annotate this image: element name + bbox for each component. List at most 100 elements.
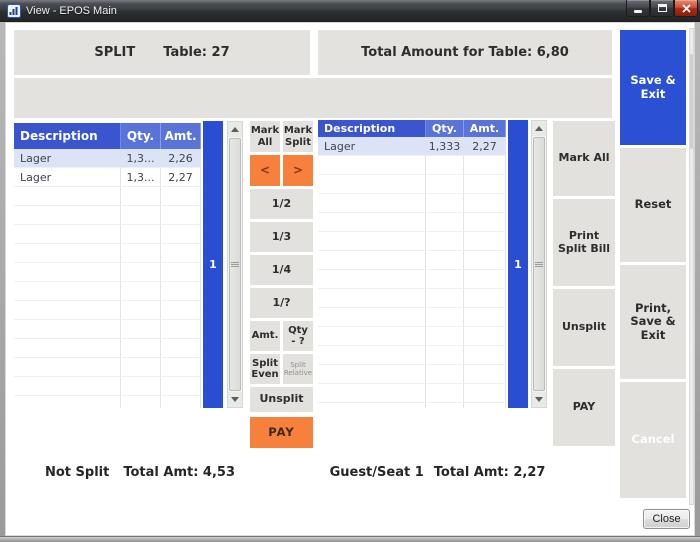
table-cell xyxy=(121,339,161,357)
right-table-body: Lager 1,333 2,27 xyxy=(318,137,506,408)
table-cell xyxy=(14,187,121,205)
scroll-up-icon[interactable] xyxy=(532,121,546,136)
scroll-down-icon[interactable] xyxy=(532,392,546,407)
table-row[interactable]: Lager 1,3... 2,26 xyxy=(14,149,201,168)
minimize-button[interactable] xyxy=(626,0,650,17)
table-row-empty xyxy=(14,358,201,377)
split-quarter-button[interactable]: 1/4 xyxy=(250,255,313,285)
column-header-description[interactable]: Description xyxy=(318,120,426,137)
table-row-empty xyxy=(318,308,506,327)
table-cell xyxy=(318,289,426,307)
mark-all-split-button[interactable]: Mark All xyxy=(250,121,280,152)
left-page-indicator: 1 xyxy=(209,258,217,271)
table-cell xyxy=(161,244,201,262)
table-cell: 1,3... xyxy=(121,168,161,186)
scroll-down-icon[interactable] xyxy=(228,392,242,407)
split-qty-button[interactable]: Qty - ? xyxy=(283,321,313,351)
table-row-empty xyxy=(318,327,506,346)
table-cell xyxy=(14,282,121,300)
left-table-body: Lager 1,3... 2,26 Lager 1,3... 2,27 xyxy=(14,149,201,408)
split-relative-button[interactable]: Split Relative xyxy=(283,354,313,384)
table-row-empty xyxy=(318,270,506,289)
table-cell: 2,27 xyxy=(161,168,201,186)
table-cell: 2,27 xyxy=(464,137,506,155)
print-split-bill-button[interactable]: Print Split Bill xyxy=(553,199,615,286)
split-amount-button[interactable]: Amt. xyxy=(250,321,280,351)
table-row-empty xyxy=(318,403,506,408)
reset-button[interactable]: Reset xyxy=(620,148,686,262)
close-window-button[interactable] xyxy=(674,0,698,17)
table-row-empty xyxy=(14,244,201,263)
table-cell xyxy=(426,327,464,345)
right-page-strip[interactable]: 1 xyxy=(508,120,528,408)
minimize-icon xyxy=(634,10,642,13)
table-cell xyxy=(14,244,121,262)
column-header-amt[interactable]: Amt. xyxy=(464,120,506,137)
table-cell xyxy=(426,289,464,307)
table-row-empty xyxy=(14,339,201,358)
right-scrollbar[interactable] xyxy=(531,120,547,408)
table-row-empty xyxy=(318,232,506,251)
mark-all-guest-button[interactable]: Mark All xyxy=(553,121,615,196)
left-scrollbar[interactable] xyxy=(227,121,243,408)
table-cell: Lager xyxy=(318,137,426,155)
table-row[interactable]: Lager 1,333 2,27 xyxy=(318,137,506,156)
table-row[interactable]: Lager 1,3... 2,27 xyxy=(14,168,201,187)
split-even-button[interactable]: Split Even xyxy=(250,354,280,384)
table-row-empty xyxy=(318,384,506,403)
table-cell xyxy=(161,320,201,338)
left-table[interactable]: Description Qty. Amt. Lager 1,3... 2,26 Lager… xyxy=(14,123,201,408)
table-row-empty xyxy=(14,263,201,282)
table-cell xyxy=(464,194,506,212)
table-cell xyxy=(464,175,506,193)
table-cell xyxy=(318,403,426,408)
table-cell xyxy=(121,263,161,281)
column-header-amt[interactable]: Amt. xyxy=(161,123,201,149)
split-third-button[interactable]: 1/3 xyxy=(250,222,313,252)
column-header-qty[interactable]: Qty. xyxy=(426,120,464,137)
table-cell xyxy=(161,301,201,319)
right-scrollbar-thumb[interactable] xyxy=(533,137,545,391)
table-cell xyxy=(14,263,121,281)
table-cell xyxy=(14,396,121,408)
pay-guest-button[interactable]: PAY xyxy=(553,369,615,446)
table-cell xyxy=(121,244,161,262)
table-cell xyxy=(318,365,426,383)
table-cell xyxy=(318,327,426,345)
guest-seat-amount: Total Amt: 2,27 xyxy=(433,464,546,480)
table-cell xyxy=(14,377,121,395)
total-amount-panel: Total Amount for Table: 6,80 xyxy=(318,30,612,75)
mark-split-button[interactable]: Mark Split xyxy=(283,121,313,152)
table-cell xyxy=(464,403,506,408)
right-table-header: Description Qty. Amt. xyxy=(318,120,506,137)
maximize-icon xyxy=(657,4,667,12)
save-exit-button[interactable]: Save & Exit xyxy=(620,30,686,145)
maximize-button[interactable] xyxy=(650,0,674,17)
table-row-empty xyxy=(14,377,201,396)
table-cell xyxy=(464,213,506,231)
column-header-qty[interactable]: Qty. xyxy=(121,123,161,149)
cancel-button[interactable]: Cancel xyxy=(620,382,686,498)
left-scrollbar-thumb[interactable] xyxy=(229,138,241,391)
table-cell xyxy=(161,225,201,243)
unsplit-guest-button[interactable]: Unsplit xyxy=(553,289,615,366)
move-left-button[interactable]: < xyxy=(250,155,280,186)
window-scrollbar-thumb[interactable] xyxy=(690,54,693,149)
close-button[interactable]: Close xyxy=(643,509,690,529)
scroll-up-icon[interactable] xyxy=(228,122,242,137)
table-cell xyxy=(318,194,426,212)
window-scrollbar[interactable] xyxy=(689,28,694,505)
left-page-strip[interactable]: 1 xyxy=(203,121,223,408)
print-save-exit-button[interactable]: Print, Save & Exit xyxy=(620,265,686,379)
table-cell: Lager xyxy=(14,149,121,167)
pay-mid-button[interactable]: PAY xyxy=(250,417,313,448)
move-right-button[interactable]: > xyxy=(283,155,313,186)
split-custom-fraction-button[interactable]: 1/? xyxy=(250,288,313,318)
table-cell xyxy=(426,194,464,212)
table-cell xyxy=(121,187,161,205)
split-half-button[interactable]: 1/2 xyxy=(250,189,313,219)
unsplit-mid-button[interactable]: Unsplit xyxy=(250,387,313,412)
column-header-description[interactable]: Description xyxy=(14,123,121,149)
right-table[interactable]: Description Qty. Amt. Lager 1,333 2,27 xyxy=(318,120,506,408)
